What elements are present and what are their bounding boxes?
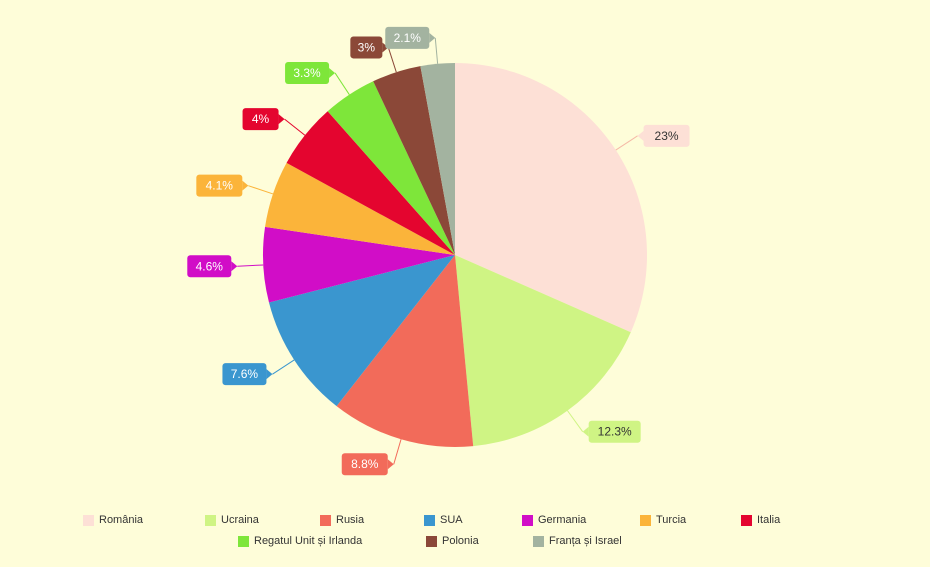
legend-item-rusia[interactable]: Rusia — [320, 514, 364, 526]
pie-slice-franta-si-israel[interactable] — [420, 63, 455, 255]
legend-swatch-sua — [424, 514, 435, 526]
legend-item-germania[interactable]: Germania — [522, 514, 586, 526]
label-connector-regatul-unit-si-irlanda — [334, 72, 350, 95]
legend-item-ucraina[interactable]: Ucraina — [205, 514, 259, 526]
label-box-sua — [222, 363, 267, 386]
label-connector-rusia — [393, 439, 402, 465]
legend-swatch-ucraina — [205, 514, 216, 526]
label-pointer-germania — [231, 261, 238, 272]
legend-swatch-turcia — [640, 514, 651, 526]
label-pointer-turcia — [242, 180, 249, 191]
legend-label-germania: Germania — [538, 514, 587, 526]
label-connector-sua — [272, 359, 295, 375]
pie-slice-polonia[interactable] — [373, 66, 455, 255]
label-pointer-polonia — [382, 42, 389, 53]
legend-label-turcia: Turcia — [656, 514, 687, 526]
label-connector-polonia — [387, 47, 397, 73]
legend-item-franta-si-israel[interactable]: Franța și Israel — [533, 535, 622, 547]
legend-item-sua[interactable]: SUA — [424, 514, 463, 526]
legend-label-romania: România — [99, 514, 144, 526]
label-box-germania — [187, 255, 232, 278]
legend-swatch-franta-si-israel — [533, 535, 544, 547]
data-label-rusia: 8.8% — [351, 457, 379, 471]
label-connector-turcia — [248, 185, 274, 195]
label-box-franta-si-israel — [385, 26, 430, 49]
label-connector-franta-si-israel — [434, 37, 439, 64]
legend-item-italia[interactable]: Italia — [741, 514, 780, 526]
legend-label-regatul-unit-si-irlanda: Regatul Unit și Irlanda — [254, 535, 363, 547]
data-label-ucraina: 12.3% — [598, 425, 632, 439]
label-connector-romania — [615, 135, 638, 151]
pie-slice-rusia[interactable] — [336, 255, 474, 447]
pie-slice-turcia[interactable] — [265, 162, 455, 255]
label-connector-ucraina — [567, 410, 584, 432]
legend-label-polonia: Polonia — [442, 535, 479, 547]
label-box-ucraina — [588, 420, 641, 443]
label-connector-italia — [284, 118, 306, 136]
pie-slice-italia[interactable] — [286, 111, 455, 255]
data-label-polonia: 3% — [358, 40, 376, 54]
legend-label-franta-si-israel: Franța și Israel — [549, 535, 622, 547]
legend-item-turcia[interactable]: Turcia — [640, 514, 686, 526]
legend-item-regatul-unit-si-irlanda[interactable]: Regatul Unit și Irlanda — [238, 535, 362, 547]
legend-swatch-italia — [741, 514, 752, 526]
label-box-turcia — [196, 174, 243, 197]
label-pointer-ucraina — [582, 426, 589, 437]
legend-swatch-polonia — [426, 535, 437, 547]
legend-label-rusia: Rusia — [336, 514, 365, 526]
pie-slice-germania[interactable] — [262, 226, 455, 303]
label-pointer-rusia — [387, 459, 394, 470]
data-label-franta-si-israel: 2.1% — [394, 31, 422, 45]
data-label-turcia: 4.1% — [206, 179, 234, 193]
legend-swatch-romania — [83, 514, 94, 526]
label-pointer-italia — [278, 114, 285, 125]
pie-slice-romania[interactable] — [455, 63, 647, 333]
label-pointer-franta-si-israel — [429, 32, 436, 43]
label-pointer-regatul-unit-si-irlanda — [329, 67, 336, 78]
legend-item-romania[interactable]: România — [83, 514, 143, 526]
label-box-rusia — [341, 453, 388, 476]
legend-label-sua: SUA — [440, 514, 463, 526]
legend-item-polonia[interactable]: Polonia — [426, 535, 479, 547]
label-box-romania — [643, 124, 690, 147]
data-label-regatul-unit-si-irlanda: 3.3% — [293, 66, 321, 80]
legend-swatch-regatul-unit-si-irlanda — [238, 535, 249, 547]
pie-slice-ucraina[interactable] — [455, 255, 631, 447]
legend-swatch-germania — [522, 514, 533, 526]
data-label-germania: 4.6% — [196, 259, 224, 273]
label-box-polonia — [350, 36, 383, 59]
chart-legend: România Ucraina Rusia SUA Germania Turcia Ital… — [0, 514, 930, 556]
data-label-sua: 7.6% — [231, 367, 259, 381]
label-pointer-romania — [637, 130, 644, 141]
label-box-regatul-unit-si-irlanda — [285, 61, 330, 84]
legend-label-italia: Italia — [757, 514, 781, 526]
data-label-italia: 4% — [252, 112, 270, 126]
label-pointer-sua — [266, 369, 273, 380]
legend-swatch-rusia — [320, 514, 331, 526]
data-label-romania: 23% — [655, 129, 679, 143]
legend-label-ucraina: Ucraina — [221, 514, 259, 526]
pie-slice-regatul-unit-si-irlanda[interactable] — [327, 81, 455, 255]
label-box-italia — [242, 108, 279, 131]
pie-slice-sua[interactable] — [268, 255, 455, 407]
label-connector-germania — [237, 264, 264, 267]
